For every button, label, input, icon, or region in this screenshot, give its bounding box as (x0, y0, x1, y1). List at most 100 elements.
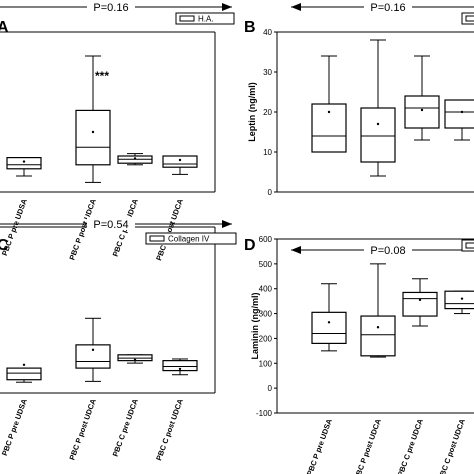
p-value-label: P=0.16 (93, 2, 128, 14)
x-category-label: PBC P pre UDSA (305, 417, 334, 474)
mean-dot (178, 367, 182, 371)
iqr-box (162, 360, 198, 372)
box-4 (444, 290, 474, 315)
legend-label: H.A. (198, 15, 214, 24)
y-tick-label: 400 (259, 285, 273, 294)
y-tick-label: 600 (259, 235, 273, 244)
y-tick-label: 0 (268, 384, 273, 393)
box-1 (6, 157, 42, 177)
mean-dot (460, 297, 464, 300)
p-value-bg (364, 243, 412, 256)
p-value-label: P=0.16 (370, 2, 405, 14)
panel-letter: B (244, 19, 256, 36)
x-category-label: PBC C pre UDCA (396, 417, 425, 474)
mean-dot (91, 130, 95, 134)
panel-letter: A (0, 19, 9, 36)
mean-dot (133, 157, 137, 160)
arrow-head-right (222, 220, 232, 228)
arrow-head-right (222, 3, 232, 11)
x-category-label: PBC C pre UDCA (111, 397, 140, 458)
y-tick-label: 20 (263, 108, 272, 117)
mean-dot (327, 110, 331, 114)
iqr-box (6, 157, 42, 170)
x-category-label: PBC P post UDCA (67, 397, 98, 461)
significance-annotation: *** (95, 69, 109, 83)
mean-dot (91, 348, 95, 352)
arrow-head-left (291, 3, 301, 11)
mean-dot (376, 326, 380, 329)
panel-b: 0 10 20 30 40 Leptin (ng/ml) P=0.16 B (244, 0, 474, 197)
y-tick-label: 300 (259, 310, 273, 319)
y-tick-label: 200 (259, 334, 273, 343)
box-1 (311, 55, 347, 153)
legend-swatch (465, 15, 474, 22)
mean-dot (418, 298, 422, 302)
x-category-label: PBC P pre UDSA (0, 397, 29, 457)
mean-dot (133, 358, 137, 361)
mean-dot (420, 108, 424, 112)
y-tick-label: 100 (259, 359, 273, 368)
legend-swatch (179, 15, 195, 22)
y-tick-label: 0 (268, 188, 273, 197)
p-value-bg (87, 0, 135, 13)
legend: Collagen IV (145, 232, 237, 245)
p-value-label: P=0.08 (370, 245, 405, 257)
x-category-label: PBC C post UDCA (436, 417, 467, 474)
box-2 (360, 263, 396, 358)
mean-dot (22, 363, 26, 366)
iqr-box (75, 344, 111, 369)
legend (461, 12, 474, 25)
p-value-label: P=0.54 (93, 219, 128, 231)
box-3 (117, 153, 153, 166)
y-tick-label: 10 (263, 148, 272, 157)
box-3 (402, 278, 438, 327)
iqr-box (402, 291, 438, 317)
box-3 (117, 354, 153, 364)
iqr-box (360, 107, 396, 163)
mean-dot (460, 110, 464, 114)
legend: H.A. (175, 12, 235, 25)
y-axis-label: Leptin (ng/ml) (247, 82, 257, 142)
p-value-bg (87, 217, 135, 230)
iqr-box (6, 367, 42, 381)
x-category-label: PBC C post UDCA (154, 197, 185, 262)
p-value-bg (364, 0, 412, 13)
box-2 (75, 55, 111, 183)
panel-d: -100 0 100 200 300 400 500 600 Laminin (ng/ml) P=… (244, 235, 474, 474)
y-tick-label: 500 (259, 260, 273, 269)
box-1 (311, 283, 347, 352)
legend (461, 239, 474, 252)
panel-letter: C (0, 237, 9, 254)
box-4 (162, 358, 198, 376)
mean-dot (327, 321, 331, 324)
iqr-box (311, 311, 347, 345)
mean-dot (22, 160, 26, 163)
iqr-box (75, 109, 111, 166)
legend-swatch (149, 235, 165, 242)
panel-letter: D (244, 237, 256, 254)
arrow-head-left (291, 246, 301, 254)
box-2 (360, 39, 396, 177)
box-1 (6, 363, 42, 383)
iqr-box (444, 290, 474, 310)
mean-dot (376, 122, 380, 126)
legend-frame (175, 12, 235, 25)
box-4 (162, 155, 198, 175)
iqr-box (162, 155, 198, 168)
legend-label: Collagen IV (168, 235, 210, 244)
box-3 (404, 55, 440, 141)
box-4 (444, 99, 474, 141)
x-category-label: PBC C post UDCA (154, 397, 185, 462)
legend-swatch (465, 242, 474, 249)
iqr-box (404, 95, 440, 129)
iqr-box (360, 315, 396, 357)
y-axis-label: Laminin (ng/ml) (250, 293, 260, 360)
iqr-box (444, 99, 474, 129)
legend-frame (145, 232, 237, 245)
box-2 (75, 317, 111, 382)
mean-dot (178, 158, 182, 162)
y-tick-label: 40 (263, 28, 272, 37)
y-tick-label: -100 (256, 409, 273, 418)
x-category-label: PBC P post UDCA (352, 417, 383, 474)
